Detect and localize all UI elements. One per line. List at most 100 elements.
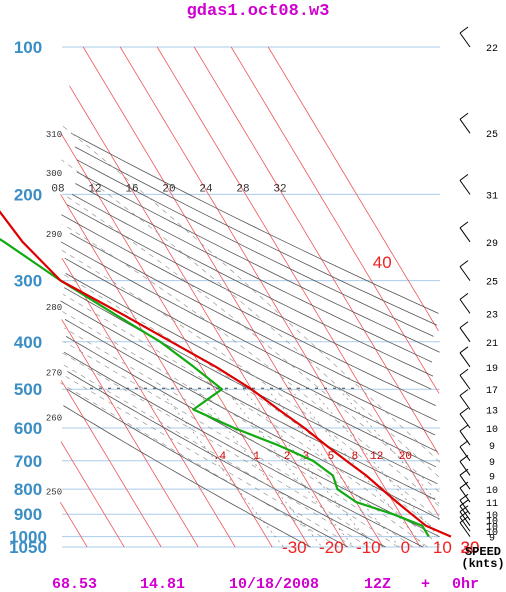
wind-barb: [459, 468, 471, 490]
isobar-lines: [62, 46, 440, 548]
moist-adiabat-line: [64, 327, 414, 548]
temperature-label: 20: [461, 538, 480, 557]
wind-barb-feather: [459, 292, 469, 300]
wind-barb: [459, 455, 471, 476]
temperature-label: -20: [319, 538, 344, 557]
wind-barb-feather: [459, 424, 469, 432]
wind-barb-feather: [459, 112, 469, 120]
dry-adiabat-line: [67, 371, 386, 548]
wind-barb: [459, 112, 471, 134]
wind-barb-feather: [459, 499, 469, 507]
wind-barb-staff: [459, 487, 471, 503]
wind-barb-staff: [459, 352, 471, 368]
wind-barb-staff: [459, 32, 471, 48]
mixing-ratio-line: [224, 388, 355, 548]
wind-barb-feather: [459, 221, 469, 229]
sounding-profiles: [0, 210, 452, 538]
mixing-ratio-lines: .4 1 2 3 5 8 12 20: [90, 387, 441, 548]
moist-adiabat-line: [64, 341, 399, 548]
wind-barb: [459, 321, 471, 343]
wind-barb-staff: [459, 118, 471, 134]
footer-date: 10/18/2008: [229, 576, 319, 592]
wind-speed-label: 11: [486, 499, 498, 510]
footer-plus: +: [421, 576, 430, 592]
footer: 68.53 14.81 10/18/2008 12Z + 0hr: [52, 576, 479, 592]
wind-barb-staff: [459, 516, 471, 532]
isotherm-line: [82, 46, 384, 548]
temperature-line: [0, 210, 452, 538]
moist-adiabat-line: [62, 125, 441, 463]
wind-barb-feather: [459, 516, 469, 524]
wind-barb-staff: [459, 499, 471, 515]
temperature-label: 0: [401, 538, 410, 557]
theta-label: 250: [46, 488, 62, 498]
pressure-label: 100: [14, 38, 42, 57]
wind-barb: [459, 26, 471, 48]
wind-speed-label: 10: [486, 517, 498, 528]
temperature-label: -10: [356, 538, 381, 557]
wind-barb-feather: [459, 26, 469, 34]
moist-adiabat-line: [61, 373, 354, 548]
thetae-label: 32: [273, 183, 286, 195]
wind-barb-staff: [459, 395, 471, 410]
wind-barb-staff: [459, 299, 471, 314]
wind-speed-label: 9: [489, 458, 495, 469]
wind-speed-label: 9: [489, 534, 495, 545]
theta-label: 290: [46, 230, 62, 240]
moist-adiabat-line: [61, 249, 440, 521]
thetae-label: 24: [199, 183, 213, 195]
mixing-ratio-label: 2: [284, 451, 291, 463]
wind-barb: [459, 440, 471, 462]
theta-label: 280: [46, 303, 62, 313]
mixing-ratio-label: 20: [399, 451, 412, 463]
dry-adiabat-line: [60, 241, 436, 436]
dry-adiabat-line: [67, 204, 432, 390]
dry-adiabat-line: [60, 300, 436, 500]
wind-barb: [459, 292, 471, 314]
moist-adiabat-line: [62, 364, 369, 548]
wind-speed-label: 31: [486, 191, 498, 202]
wind-speed-label: 17: [486, 386, 498, 397]
footer-forecast: 0hr: [452, 576, 479, 592]
thetae-label: 20: [162, 183, 175, 195]
moist-adiabat-line: [60, 382, 339, 548]
wind-barb: [459, 424, 471, 446]
wind-barb-feather: [459, 389, 469, 396]
wind-barb-feather: [459, 173, 469, 181]
wind-barb-feather: [459, 481, 469, 489]
wind-speed-label: 19: [486, 364, 498, 375]
moist-adiabat-line: [61, 351, 384, 548]
wind-barb: [459, 516, 471, 537]
isotherm-line: [59, 501, 88, 548]
wind-barb-staff: [459, 374, 471, 390]
isotherm-line: [69, 85, 347, 548]
temperature-label: -30: [282, 538, 307, 557]
mixing-ratio-line: [159, 388, 284, 548]
dewpoint-line: [0, 238, 430, 538]
wind-speed-label: 22: [486, 44, 498, 55]
dry-adiabat-line: [63, 351, 424, 548]
footer-hour: 12Z: [364, 576, 391, 592]
theta-label: 300: [46, 169, 62, 179]
temperature-label: 10: [433, 538, 452, 557]
pressure-label: 1050: [9, 538, 47, 557]
wind-barb-feather: [459, 510, 469, 518]
isotherm-line: [61, 319, 199, 548]
wind-barb-feather: [459, 321, 469, 329]
wind-barb-feather: [459, 493, 469, 501]
thetae-label: 28: [236, 183, 249, 195]
dry-adiabat-line: [70, 132, 439, 314]
theta-label: 310: [46, 130, 62, 140]
isotherm-line: [193, 46, 440, 455]
moist-adiabat-line: [62, 223, 439, 507]
moist-adiabat-line: [60, 310, 428, 548]
isotherm-line: [60, 132, 310, 548]
wind-speed-label: 10: [486, 425, 498, 436]
wind-barb-staff: [459, 327, 471, 343]
theta-label: 260: [46, 413, 62, 423]
wind-barb: [459, 368, 471, 390]
wind-speed-label: 9: [489, 442, 495, 453]
